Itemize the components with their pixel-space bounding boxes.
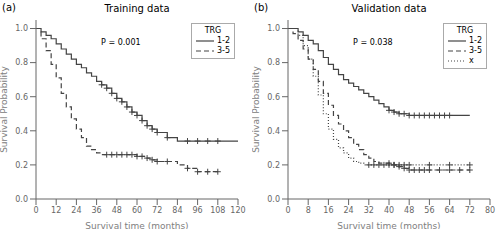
svg-text:56: 56 [424, 206, 434, 215]
svg-text:8: 8 [306, 206, 311, 215]
html-text:3-5: 3-5 [468, 46, 482, 55]
svg-text:0.2: 0.2 [15, 161, 28, 170]
svg-text:84: 84 [172, 206, 182, 215]
svg-text:96: 96 [193, 206, 203, 215]
html-text:Validation data: Validation data [351, 3, 427, 14]
svg-text:0.0: 0.0 [15, 195, 28, 204]
svg-text:12: 12 [51, 206, 61, 215]
svg-text:48: 48 [404, 206, 414, 215]
svg-text:40: 40 [384, 206, 394, 215]
svg-text:80: 80 [485, 206, 492, 215]
svg-text:1.0: 1.0 [15, 24, 28, 33]
svg-text:0.8: 0.8 [267, 58, 280, 67]
html-text:(a): (a) [2, 2, 16, 13]
svg-text:72: 72 [465, 206, 475, 215]
svg-text:48: 48 [112, 206, 122, 215]
svg-text:0.6: 0.6 [15, 93, 28, 102]
html-text:1-2: 1-2 [468, 36, 482, 45]
svg-text:1.0: 1.0 [267, 24, 280, 33]
html-text:x: x [468, 56, 474, 65]
svg-text:0: 0 [33, 206, 38, 215]
svg-text:Survival Probability: Survival Probability [8, 65, 9, 152]
svg-text:72: 72 [152, 206, 162, 215]
html-text:Training data: Training data [104, 3, 170, 14]
svg-text:0: 0 [285, 206, 290, 215]
svg-text:120: 120 [230, 206, 245, 215]
html-text:(b): (b) [254, 2, 269, 13]
html-text:P = 0.038: P = 0.038 [353, 37, 393, 47]
html-text:P = 0.001: P = 0.001 [101, 37, 141, 47]
svg-text:0.8: 0.8 [15, 58, 28, 67]
svg-text:0.0: 0.0 [267, 195, 280, 204]
svg-text:16: 16 [323, 206, 333, 215]
svg-text:60: 60 [132, 206, 142, 215]
svg-text:24: 24 [344, 206, 354, 215]
svg-text:Survival time (months): Survival time (months) [85, 221, 188, 229]
svg-text:0.2: 0.2 [267, 161, 280, 170]
svg-text:24: 24 [71, 206, 81, 215]
svg-text:108: 108 [210, 206, 225, 215]
svg-text:Survival time (months): Survival time (months) [337, 221, 440, 229]
html-text:3-5: 3-5 [216, 46, 230, 55]
svg-text:64: 64 [445, 206, 455, 215]
html-text:TRG: TRG [456, 26, 474, 35]
svg-text:36: 36 [92, 206, 102, 215]
html-text:TRG: TRG [204, 26, 222, 35]
svg-text:Survival Probability: Survival Probability [252, 65, 261, 152]
svg-text:0.4: 0.4 [15, 127, 28, 136]
svg-text:32: 32 [364, 206, 374, 215]
svg-text:0.6: 0.6 [267, 93, 280, 102]
svg-text:0.4: 0.4 [267, 127, 280, 136]
html-text:1-2: 1-2 [216, 36, 230, 45]
